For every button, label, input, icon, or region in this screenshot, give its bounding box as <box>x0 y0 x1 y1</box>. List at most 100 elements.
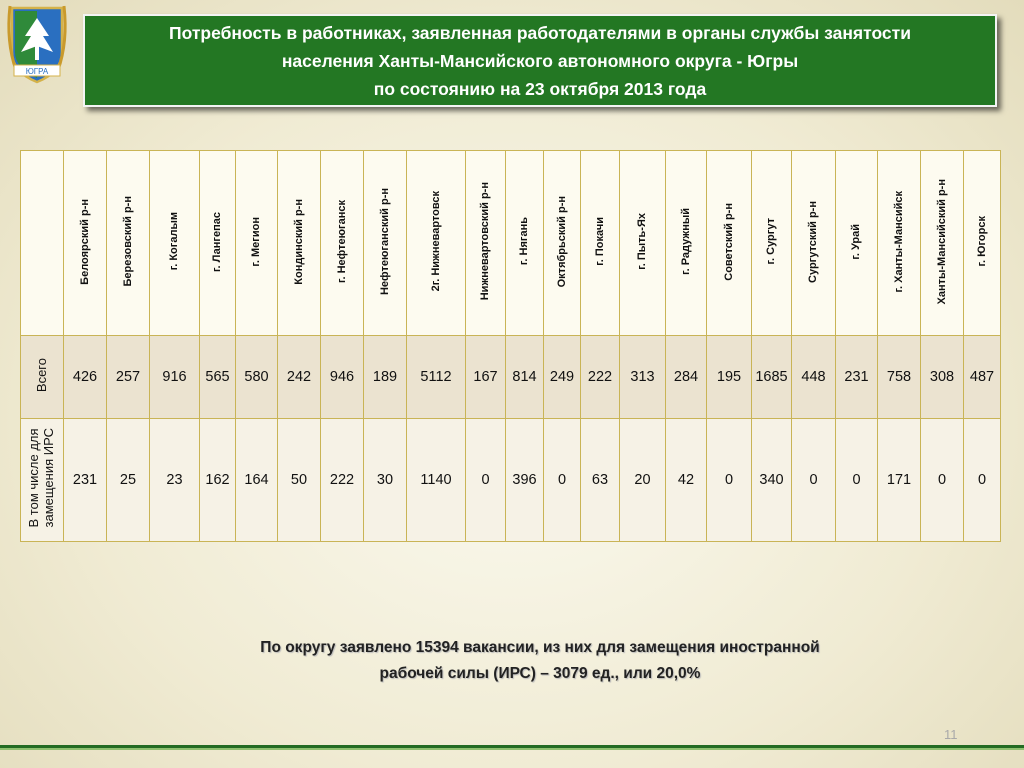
table-cell: 0 <box>465 418 506 542</box>
column-header-label: Нижневартовский р-н <box>479 182 492 301</box>
column-header: Сургутский р-н <box>791 150 836 336</box>
row-label-total: Всего <box>20 335 64 419</box>
bottom-divider-highlight <box>0 748 1024 750</box>
table-cell: 758 <box>877 335 921 419</box>
table-cell: 23 <box>149 418 200 542</box>
column-header: Белоярский р-н <box>63 150 107 336</box>
table-cell: 308 <box>920 335 964 419</box>
table-cell: 0 <box>706 418 752 542</box>
column-header-label: г. Когалым <box>168 212 181 271</box>
table-cell: 231 <box>63 418 107 542</box>
table-cell: 162 <box>199 418 236 542</box>
table-cell: 580 <box>235 335 278 419</box>
table-cell: 242 <box>277 335 321 419</box>
table-cell: 50 <box>277 418 321 542</box>
column-header-label: г. Ханты-Мансийск <box>892 190 905 293</box>
column-header-label: г. Урай <box>850 223 863 260</box>
column-header-label: г. Лангепас <box>211 211 224 272</box>
title-line-1: Потребность в работниках, заявленная раб… <box>169 22 911 43</box>
table-cell: 0 <box>543 418 581 542</box>
table-cell: 1140 <box>406 418 466 542</box>
column-header: 2г. Нижневартовск <box>406 150 466 336</box>
column-header: г. Покачи <box>580 150 620 336</box>
column-header-label: г. Югорск <box>975 216 988 267</box>
column-header: г. Югорск <box>963 150 1001 336</box>
summary-line-1: По округу заявлено 15394 вакансии, из ни… <box>260 639 820 656</box>
column-header-label: 2г. Нижневартовск <box>429 191 442 292</box>
slide-title: Потребность в работниках, заявленная раб… <box>83 14 997 107</box>
table-cell: 448 <box>791 335 836 419</box>
emblem-label: ЮГРА <box>26 67 49 76</box>
title-line-2: населения Ханты-Мансийского автономного … <box>281 50 799 71</box>
column-header: г. Урай <box>835 150 878 336</box>
header-corner-cell <box>20 150 64 336</box>
table-cell: 565 <box>199 335 236 419</box>
yugra-emblem: ЮГРА <box>2 2 72 84</box>
row-label-text: Всего <box>33 357 49 393</box>
column-header: Кондинский р-н <box>277 150 321 336</box>
bottom-divider <box>0 745 1024 748</box>
row-label-line-2: замещения ИРС <box>41 428 56 528</box>
table-cell: 222 <box>320 418 364 542</box>
table-cell: 1685 <box>751 335 792 419</box>
table-cell: 5112 <box>406 335 466 419</box>
column-header: г. Нефтеюганск <box>320 150 364 336</box>
column-header-label: г. Покачи <box>593 217 606 266</box>
summary-line-2: рабочей силы (ИРС) – 3079 ед., или 20,0% <box>379 665 701 682</box>
table-cell: 63 <box>580 418 620 542</box>
row-label-line-1: В том числе для <box>26 428 42 528</box>
table-cell: 20 <box>619 418 666 542</box>
column-header-label: Нефтеюганский р-н <box>378 187 391 295</box>
column-header: Нефтеюганский р-н <box>363 150 407 336</box>
table-row-irs: В том числе для замещения ИРС 231 25 23 1… <box>20 418 1001 542</box>
table-row-total: Всего 426 257 916 565 580 242 946 189 51… <box>20 335 1001 419</box>
column-header: Березовский р-н <box>106 150 150 336</box>
column-header-label: Белоярский р-н <box>78 198 91 285</box>
column-header-label: г. Нягань <box>518 217 531 266</box>
table-cell: 313 <box>619 335 666 419</box>
column-header-label: г. Мегион <box>250 216 263 267</box>
table-cell: 30 <box>363 418 407 542</box>
column-header: г. Пыть-Ях <box>619 150 666 336</box>
column-header: г. Лангепас <box>199 150 236 336</box>
table-cell: 189 <box>363 335 407 419</box>
table-cell: 42 <box>665 418 707 542</box>
title-line-3: по состоянию на 23 октября 2013 года <box>373 78 707 99</box>
column-header-label: Кондинский р-н <box>292 198 305 285</box>
column-header-label: г. Сургут <box>765 218 778 265</box>
column-header-label: Ханты-Мансийский р-н <box>935 178 948 305</box>
table-cell: 0 <box>963 418 1001 542</box>
table-header-row: Белоярский р-н Березовский р-н г. Когалы… <box>20 150 1001 336</box>
table-cell: 195 <box>706 335 752 419</box>
column-header-label: г. Нефтеюганск <box>335 200 348 283</box>
table-cell: 284 <box>665 335 707 419</box>
table-cell: 814 <box>505 335 544 419</box>
table-cell: 946 <box>320 335 364 419</box>
column-header: г. Мегион <box>235 150 278 336</box>
table-cell: 257 <box>106 335 150 419</box>
column-header: Нижневартовский р-н <box>465 150 506 336</box>
column-header: Ханты-Мансийский р-н <box>920 150 964 336</box>
table-cell: 0 <box>920 418 964 542</box>
table-cell: 222 <box>580 335 620 419</box>
column-header: г. Радужный <box>665 150 707 336</box>
page-number: 11 <box>944 727 958 742</box>
table-cell: 916 <box>149 335 200 419</box>
column-header: г. Сургут <box>751 150 792 336</box>
table-cell: 0 <box>791 418 836 542</box>
table-cell: 164 <box>235 418 278 542</box>
table-cell: 0 <box>835 418 878 542</box>
table-cell: 249 <box>543 335 581 419</box>
table-cell: 171 <box>877 418 921 542</box>
column-header: Советский р-н <box>706 150 752 336</box>
table-cell: 487 <box>963 335 1001 419</box>
table-cell: 426 <box>63 335 107 419</box>
column-header-label: Советский р-н <box>722 202 735 281</box>
column-header-label: г. Пыть-Ях <box>636 213 649 270</box>
column-header: Октябрьский р-н <box>543 150 581 336</box>
row-label-irs: В том числе для замещения ИРС <box>20 418 64 542</box>
column-header-label: Октябрьский р-н <box>555 195 568 288</box>
vacancy-table: Белоярский р-н Березовский р-н г. Когалы… <box>20 150 1001 542</box>
column-header-label: Сургутский р-н <box>807 200 820 283</box>
column-header: г. Ханты-Мансийск <box>877 150 921 336</box>
